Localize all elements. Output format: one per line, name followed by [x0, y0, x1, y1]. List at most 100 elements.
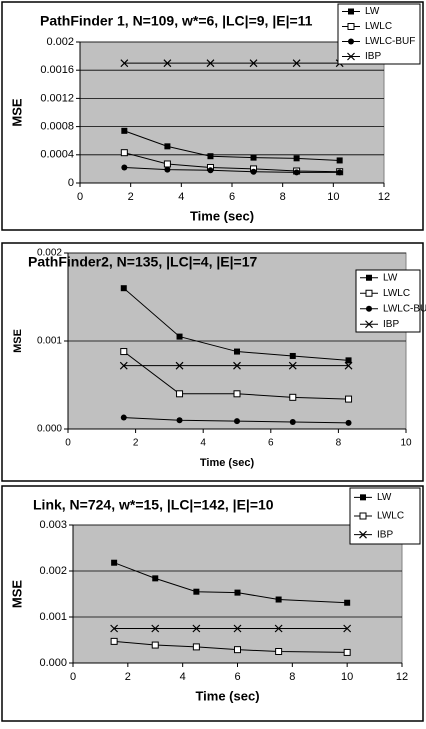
y-tick-label: 0.0004	[40, 149, 74, 161]
y-tick-label: 0.000	[37, 424, 62, 435]
legend-label: LWLC-BUF	[365, 36, 415, 47]
marker	[345, 357, 352, 364]
chart-title: Link, N=724, w*=15, |LC|=142, |E|=10	[33, 497, 274, 513]
chart-title: PathFinder 1, N=109, w*=6, |LC|=9, |E|=1…	[40, 13, 313, 29]
marker	[347, 52, 355, 61]
x-axis-label: Time (sec)	[200, 457, 255, 469]
marker	[250, 154, 257, 161]
marker	[164, 166, 171, 173]
x-tick-label: 6	[234, 671, 240, 683]
y-tick-label: 0.001	[37, 336, 62, 347]
marker	[176, 333, 183, 340]
marker	[110, 624, 119, 633]
x-tick-label: 0	[77, 191, 83, 203]
marker	[207, 167, 214, 174]
marker	[366, 305, 372, 312]
y-axis-label: MSE	[9, 580, 24, 609]
y-tick-label: 0.002	[39, 565, 67, 577]
marker	[345, 395, 353, 403]
x-axis-label: Time (sec)	[190, 208, 254, 223]
marker	[348, 38, 354, 45]
marker	[336, 169, 343, 176]
marker	[343, 648, 351, 656]
y-tick-label: 0.002	[37, 248, 62, 259]
x-tick-label: 0	[70, 671, 76, 683]
marker	[293, 155, 300, 162]
marker	[121, 127, 128, 134]
y-tick-label: 0.0008	[40, 121, 74, 133]
marker	[249, 59, 258, 68]
marker	[233, 361, 241, 370]
x-tick-label: 12	[378, 191, 390, 203]
marker	[359, 530, 367, 539]
marker	[345, 419, 352, 426]
marker	[163, 59, 172, 68]
marker	[288, 361, 297, 370]
series-line	[113, 562, 348, 604]
series-line	[124, 130, 340, 161]
x-tick-label: 6	[268, 438, 274, 449]
legend-label: IBP	[365, 51, 381, 62]
y-tick-label: 0.002	[46, 36, 74, 48]
y-tick-label: 0.003	[39, 519, 67, 531]
marker	[234, 418, 240, 425]
marker	[119, 361, 128, 370]
y-axis-label: MSE	[12, 329, 24, 353]
legend-label: LWLC	[377, 511, 404, 522]
marker	[120, 414, 127, 421]
marker	[292, 59, 301, 68]
marker	[206, 59, 215, 68]
marker	[344, 599, 351, 606]
x-tick-label: 0	[65, 438, 71, 449]
marker	[192, 643, 200, 651]
marker	[207, 153, 214, 160]
marker	[152, 575, 159, 582]
marker	[360, 494, 366, 501]
x-axis-label: Time (sec)	[195, 688, 259, 703]
marker	[192, 624, 201, 633]
marker	[111, 559, 118, 566]
marker	[365, 289, 373, 297]
marker	[274, 624, 283, 633]
marker	[120, 285, 127, 292]
plot-area	[79, 41, 385, 184]
legend-label: LWLC	[365, 21, 392, 32]
marker	[366, 274, 372, 281]
y-tick-label: 0.0016	[40, 64, 74, 76]
x-tick-label: 12	[396, 671, 408, 683]
y-tick-label: 0	[68, 177, 74, 189]
marker	[120, 59, 129, 68]
marker	[234, 589, 241, 596]
marker	[176, 417, 183, 424]
x-tick-label: 4	[200, 438, 206, 449]
marker	[176, 390, 184, 398]
legend-label: LWLC	[383, 288, 410, 299]
marker	[175, 361, 184, 370]
marker	[275, 596, 282, 603]
x-tick-label: 2	[125, 671, 131, 683]
x-tick-label: 6	[229, 191, 235, 203]
x-tick-label: 4	[180, 671, 186, 683]
legend-label: LW	[377, 492, 392, 503]
marker	[193, 588, 200, 595]
marker	[233, 390, 241, 398]
y-tick-label: 0.0012	[40, 92, 74, 104]
marker	[250, 168, 257, 175]
x-tick-label: 10	[327, 191, 339, 203]
marker	[336, 157, 343, 164]
x-tick-label: 2	[133, 438, 139, 449]
marker	[234, 348, 240, 355]
legend-label: LW	[365, 6, 380, 17]
marker	[164, 143, 171, 150]
chart-title: PathFinder2, N=135, |LC|=4, |E|=17	[28, 254, 257, 270]
legend-label: IBP	[377, 529, 393, 540]
marker	[233, 624, 242, 633]
marker	[121, 164, 128, 171]
marker	[234, 646, 241, 654]
marker	[293, 169, 300, 176]
marker	[365, 320, 373, 329]
y-tick-label: 0.001	[39, 611, 67, 623]
marker	[120, 348, 128, 356]
